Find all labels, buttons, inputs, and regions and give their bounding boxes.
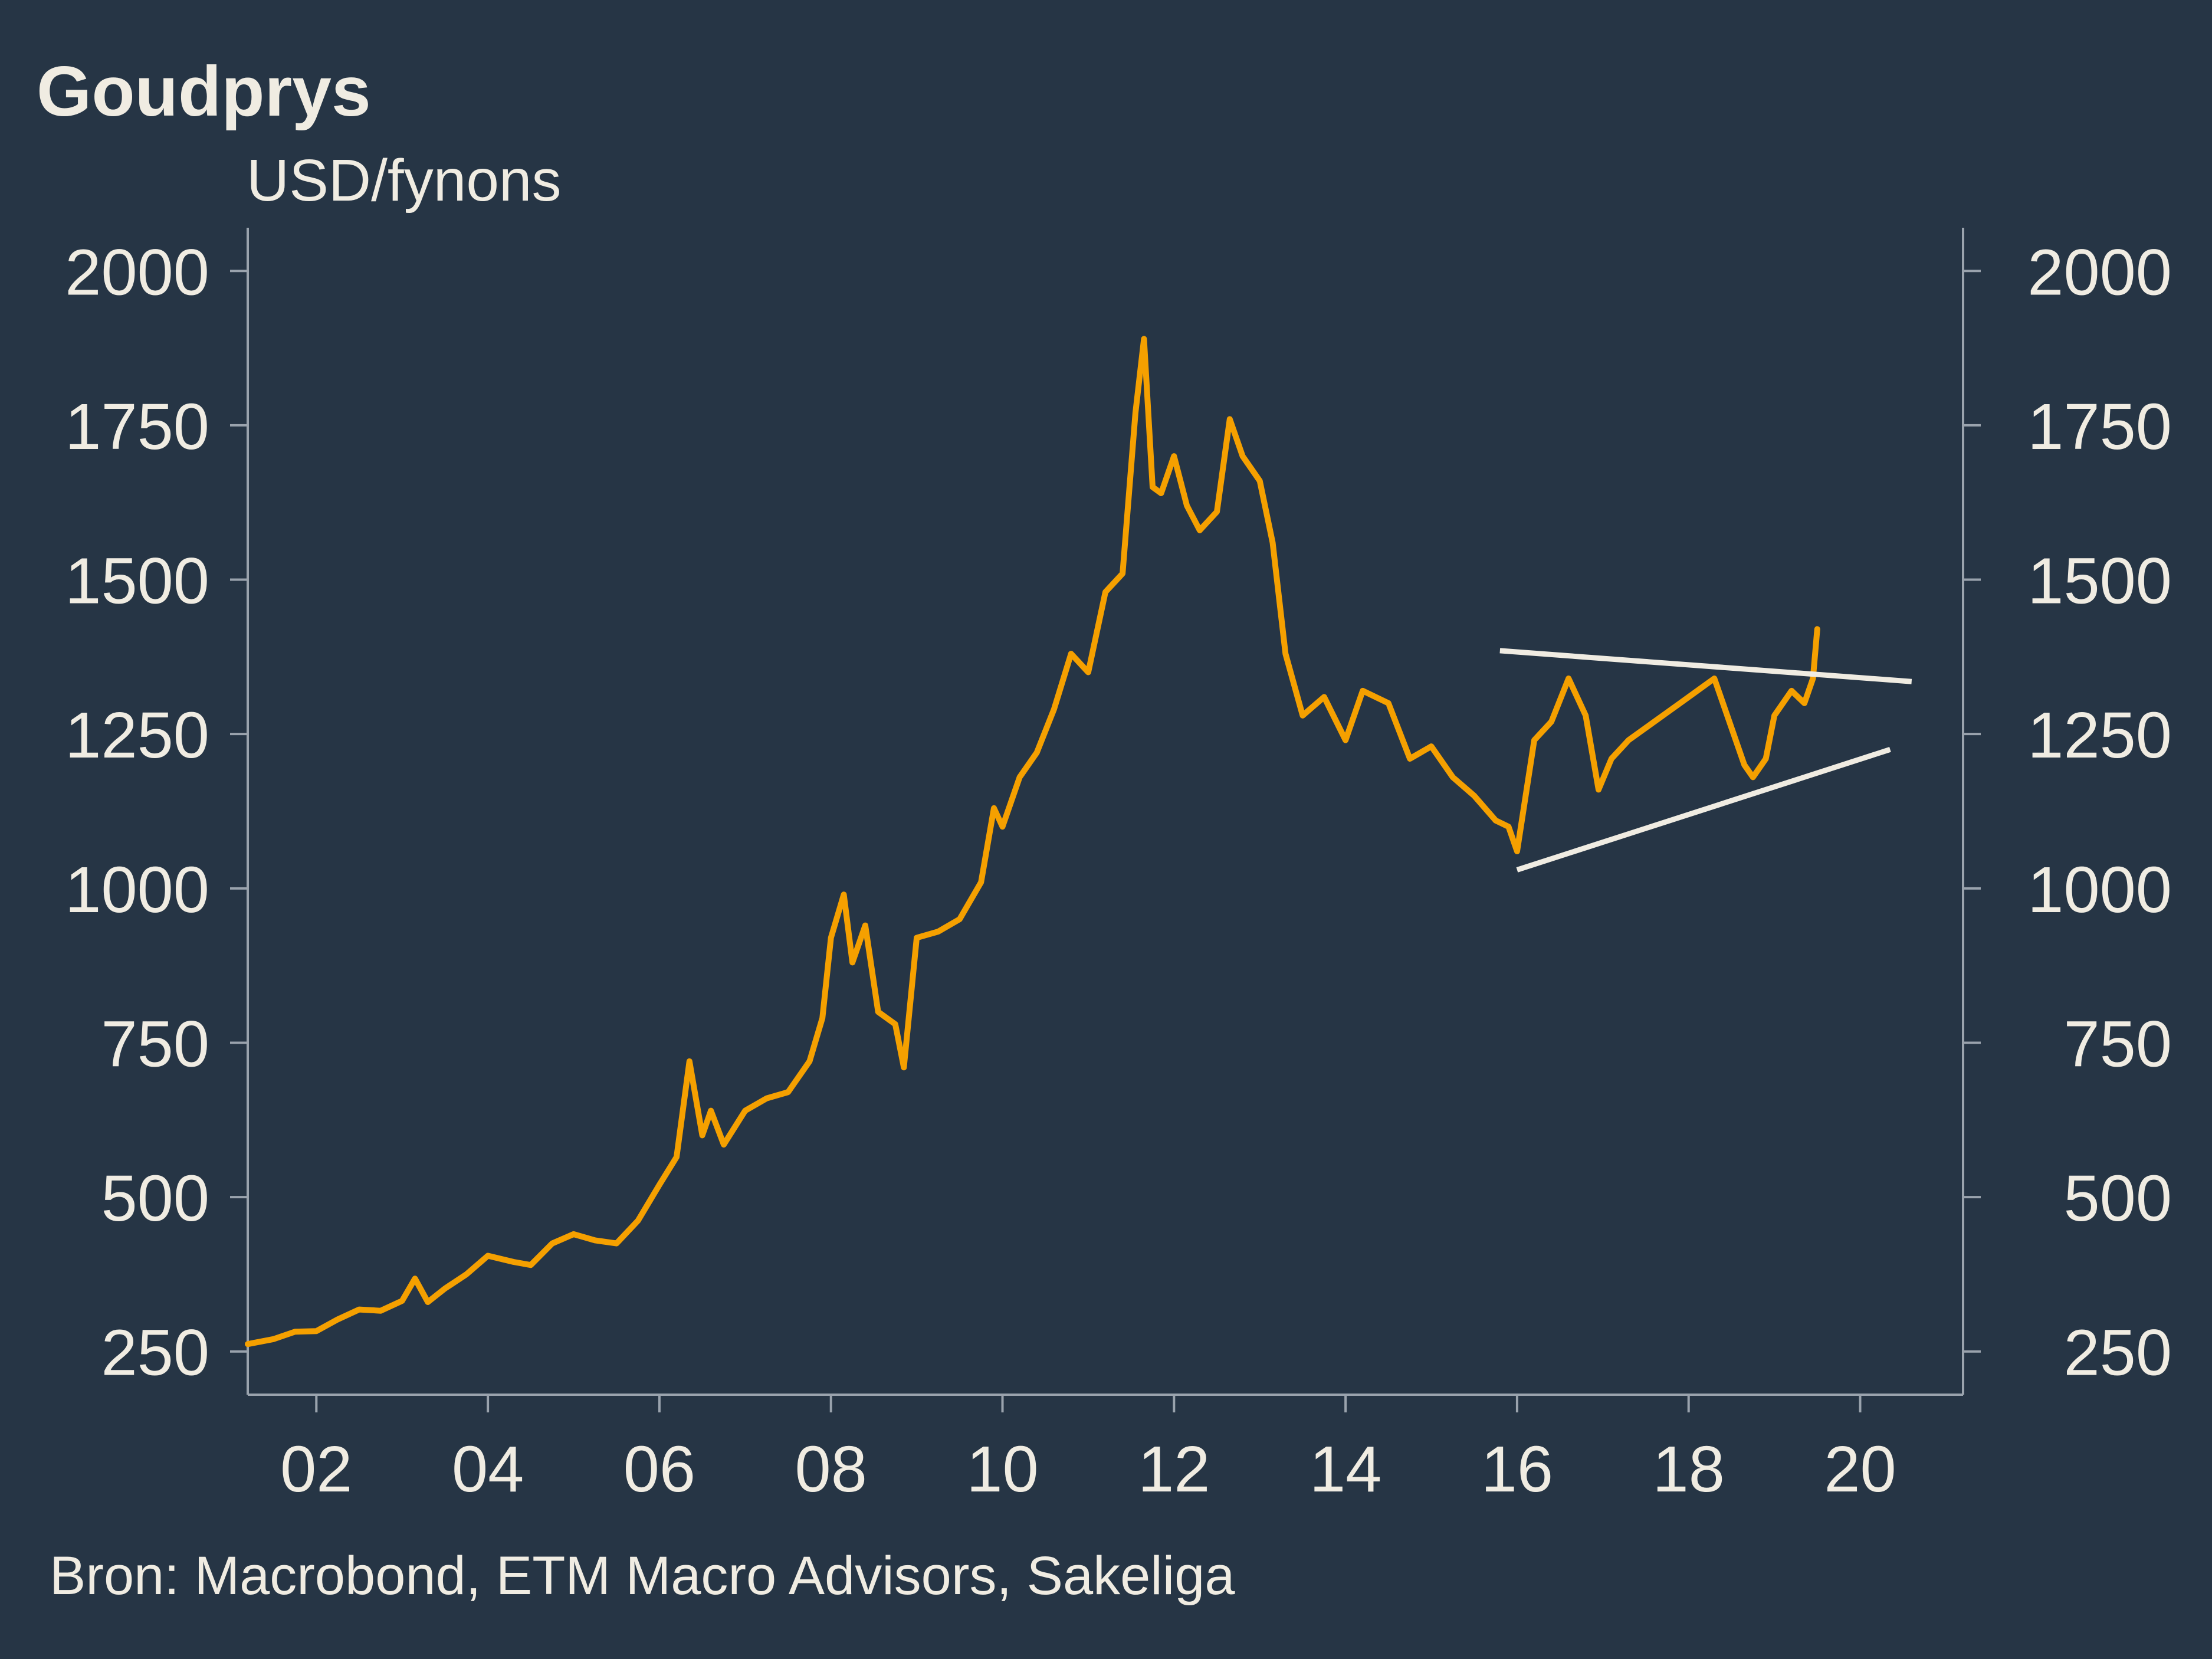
x-tick-label: 20: [1824, 1433, 1896, 1506]
y-tick-label-left: 1250: [65, 699, 209, 772]
y-tick-label-right: 1250: [2027, 699, 2172, 772]
upper-trendline: [1499, 648, 1912, 684]
left-y-ticks: 250 500 750 1000 1250 1500 1750 2000: [65, 236, 248, 1389]
y-tick-label-left: 2000: [65, 236, 209, 309]
x-tick-label: 12: [1138, 1433, 1210, 1506]
y-tick-label-left: 750: [101, 1008, 209, 1080]
x-tick-label: 16: [1481, 1433, 1553, 1506]
y-tick-label-right: 250: [2063, 1317, 2172, 1389]
y-tick-label-right: 1500: [2027, 545, 2172, 618]
series-layer: [245, 336, 1820, 1347]
y-tick-label-right: 1000: [2027, 854, 2172, 926]
y-tick-label-right: 1750: [2027, 391, 2172, 463]
y-tick-label-left: 1750: [65, 391, 209, 463]
chart-title: Goudprys: [37, 52, 371, 131]
y-tick-label-left: 1000: [65, 854, 209, 926]
x-tick-label: 10: [966, 1433, 1038, 1506]
y-tick-label-left: 250: [101, 1317, 209, 1389]
y-tick-label-right: 500: [2063, 1162, 2172, 1235]
x-tick-label: 08: [795, 1433, 867, 1506]
y-axis-unit-label: USD/fynons: [247, 147, 562, 214]
y-tick-label-left: 1500: [65, 545, 209, 618]
y-tick-label-right: 750: [2063, 1008, 2172, 1080]
x-ticks: 02 04 06 08 10 12 14 16 18 20: [280, 1395, 1896, 1506]
x-tick-label: 18: [1653, 1433, 1725, 1506]
source-note: Bron: Macrobond, ETM Macro Advisors, Sak…: [50, 1546, 1235, 1606]
x-tick-label: 02: [280, 1433, 352, 1506]
trendline-layer: [1499, 648, 1912, 873]
x-tick-label: 06: [623, 1433, 695, 1506]
gold-price-line: [245, 336, 1820, 1347]
x-tick-label: 14: [1310, 1433, 1381, 1506]
y-tick-label-right: 2000: [2027, 236, 2172, 309]
lower-trendline: [1516, 747, 1891, 873]
y-tick-label-left: 500: [101, 1162, 209, 1235]
right-y-ticks: 250 500 750 1000 1250 1500 1750 2000: [1963, 236, 2172, 1389]
x-tick-label: 04: [452, 1433, 524, 1506]
